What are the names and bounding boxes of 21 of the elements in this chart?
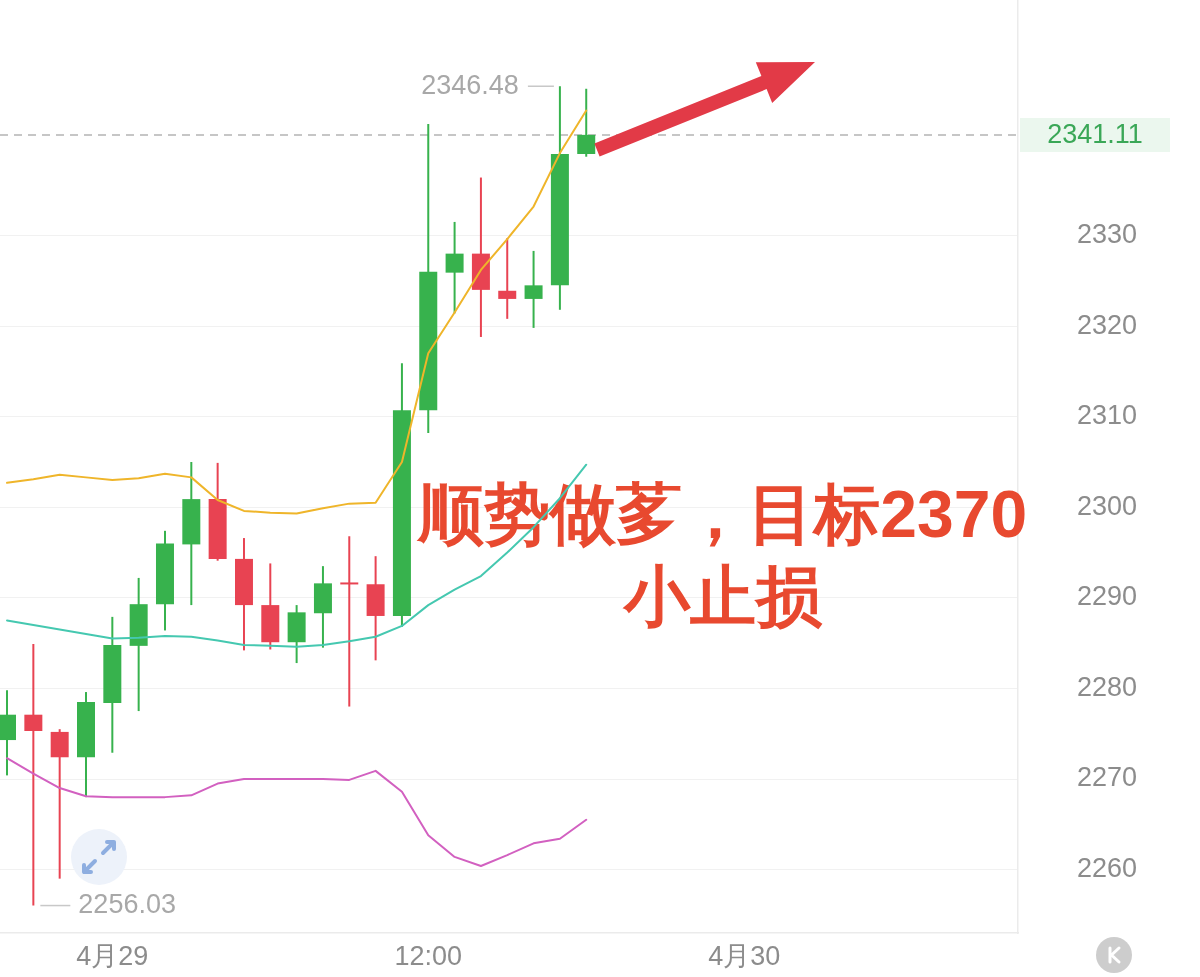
candlestick bbox=[498, 237, 517, 320]
y-tick-label: 2280 bbox=[1077, 671, 1138, 702]
x-tick-label: 12:00 bbox=[394, 940, 463, 971]
ref-line-label: 2341.11 bbox=[1047, 119, 1143, 150]
candlestick bbox=[340, 535, 359, 708]
y-tick-label: 2330 bbox=[1077, 218, 1138, 249]
y-tick-label: 2270 bbox=[1077, 762, 1138, 793]
y-tick-label: 2300 bbox=[1077, 490, 1138, 521]
candlestick bbox=[24, 643, 43, 907]
x-tick-label: 4月29 bbox=[76, 940, 149, 971]
candlestick bbox=[577, 87, 596, 158]
annotation: 2346.48 bbox=[421, 69, 519, 100]
y-tick-label: 2310 bbox=[1077, 400, 1138, 431]
annotation: 2256.03 bbox=[78, 889, 176, 920]
x-tick-label: 4月30 bbox=[708, 940, 781, 971]
candlestick bbox=[524, 249, 543, 329]
y-tick-label: 2260 bbox=[1077, 853, 1138, 884]
y-tick-label: 2290 bbox=[1077, 581, 1138, 612]
annotation: 小止损 bbox=[621, 558, 823, 633]
annotation: 顺势做茤，目标2370 bbox=[416, 476, 1028, 551]
y-tick-label: 2320 bbox=[1077, 309, 1138, 340]
